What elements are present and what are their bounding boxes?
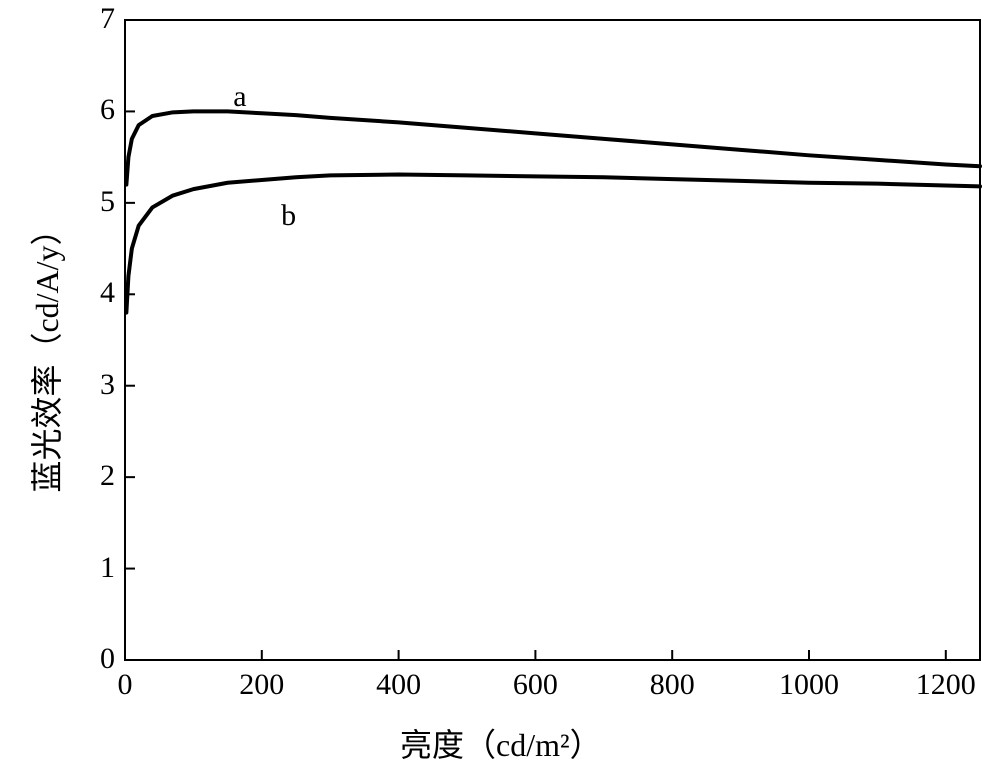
x-tick-label: 1200 (911, 668, 981, 702)
series-label-b: b (281, 199, 296, 233)
y-tick-label: 7 (85, 2, 115, 36)
x-tick-label: 400 (364, 668, 434, 702)
y-tick-label: 4 (85, 276, 115, 310)
x-tick-label: 200 (227, 668, 297, 702)
x-tick-label: 800 (637, 668, 707, 702)
y-tick-label: 3 (85, 368, 115, 402)
x-tick-label: 1000 (774, 668, 844, 702)
y-axis-label: 蓝光效率（cd/A/y） (22, 213, 68, 493)
y-tick-label: 0 (85, 642, 115, 676)
y-tick-label: 2 (85, 459, 115, 493)
x-axis-label: 亮度（cd/m²） (400, 720, 602, 766)
y-tick-label: 6 (85, 93, 115, 127)
chart-svg (0, 0, 1000, 773)
chart-container: 蓝光效率（cd/A/y） 亮度（cd/m²） 0 200 400 600 800 1000… (0, 0, 1000, 773)
x-tick-label: 600 (500, 668, 570, 702)
y-tick-label: 5 (85, 185, 115, 219)
series-label-a: a (233, 80, 246, 114)
y-tick-label: 1 (85, 551, 115, 585)
